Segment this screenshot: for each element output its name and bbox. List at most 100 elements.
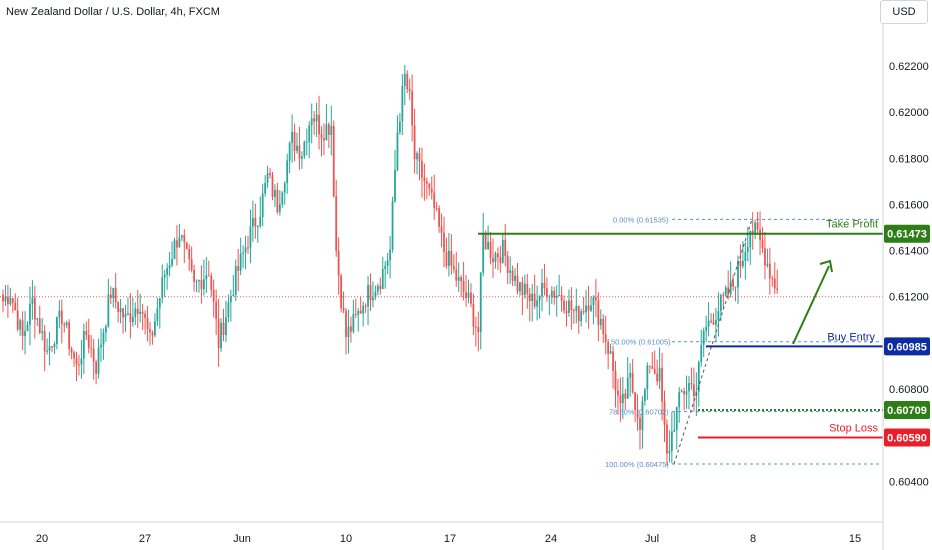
level-name-label: Buy Entry [827,331,875,343]
candle [87,318,90,354]
candle [166,263,169,290]
candle [73,350,75,367]
candle [501,234,504,264]
price-tick-label: 0.62200 [889,61,929,73]
time-axis[interactable]: 20 27 Jun 10 17 24 Jul 8 15 [36,533,861,545]
candle [90,335,93,358]
up-arrow-icon [792,265,830,345]
candle [68,319,71,356]
candle [391,196,394,253]
candle [65,320,68,329]
candle [335,179,338,257]
candle [102,328,105,360]
candle [136,289,139,329]
candle [614,360,617,408]
candle [482,212,485,277]
candle [305,128,308,156]
candle [697,360,700,407]
candle [406,70,409,93]
candle [541,268,543,312]
candle [31,280,34,320]
candle [666,419,668,466]
candle [144,310,146,335]
price-tick-label: 0.61200 [889,292,929,304]
level-price-tag [884,337,930,356]
candle [122,307,124,334]
candle [100,328,102,362]
candle [629,363,632,397]
candle [707,302,710,337]
candle [440,213,443,248]
candle [719,293,722,321]
candle [602,314,605,343]
candle [411,74,414,142]
candle [746,226,749,262]
candle [457,262,460,292]
candle [286,153,289,194]
candle [543,263,546,296]
fib-trend-line[interactable] [673,219,753,465]
candle [577,305,580,334]
price-axis[interactable]: 0.62200 0.62000 0.61800 0.61600 0.61400 0.612… [889,61,929,488]
level-price-label: 0.60709 [887,405,927,417]
candle [656,359,659,386]
candle [325,103,328,141]
candle [80,340,83,379]
candle [158,298,161,329]
candle [421,147,423,198]
candle [425,177,428,200]
candle [315,102,318,138]
level-price-tag [884,224,930,243]
candle [653,350,656,375]
candle [528,287,531,322]
candle [768,247,771,295]
arrow-head-icon [819,259,833,273]
candle [301,151,303,169]
candle [112,287,115,308]
candle [70,346,73,360]
candle [266,165,269,189]
candle [592,295,595,325]
candle [416,151,418,175]
candle [327,122,330,149]
candle [599,309,602,330]
candle [470,283,472,308]
candle [394,149,396,203]
candle [367,275,369,326]
candle [445,237,448,269]
currency-button[interactable]: USD [880,0,928,24]
candle [533,274,536,309]
candle [58,300,61,329]
candle [38,305,41,335]
candle [734,286,737,302]
candle [141,303,144,331]
candle [320,126,323,157]
candle [499,245,502,273]
candle [193,264,195,292]
candle [448,232,450,277]
time-tick-label: 8 [750,533,756,545]
candle [634,392,636,423]
candle [249,209,252,264]
candle [225,300,227,343]
candle [222,308,225,342]
candle [555,285,558,317]
candle [494,251,497,269]
candle [92,339,95,380]
candle [399,112,401,135]
candle [9,287,12,306]
candle [639,413,641,450]
candle [207,260,210,277]
candle [585,290,587,323]
candle [693,367,695,412]
candle [117,301,120,323]
candle [558,274,561,297]
candle [350,316,352,343]
candle [580,308,583,327]
candle [127,297,129,316]
time-tick-label: 17 [444,533,456,545]
candle [109,286,112,305]
candle [53,341,56,355]
candle [11,298,14,313]
